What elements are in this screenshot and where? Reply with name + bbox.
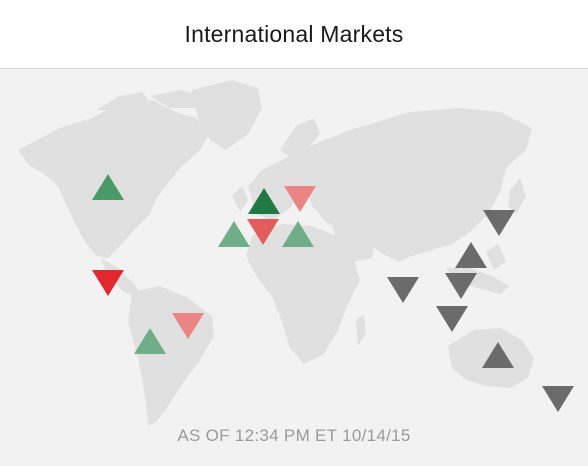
- market-marker-brazil[interactable]: [172, 313, 204, 339]
- market-marker-germany[interactable]: [248, 188, 280, 214]
- market-marker-new-zealand[interactable]: [542, 386, 574, 412]
- market-marker-china[interactable]: [455, 242, 487, 268]
- market-marker-uk[interactable]: [218, 221, 250, 247]
- world-map: [0, 70, 588, 466]
- market-markers: [92, 174, 574, 412]
- market-marker-mexico[interactable]: [92, 270, 124, 296]
- market-marker-north-america[interactable]: [92, 174, 124, 200]
- header-bar: International Markets: [0, 0, 588, 69]
- market-marker-south-america[interactable]: [134, 328, 166, 354]
- market-marker-india[interactable]: [387, 277, 419, 303]
- market-marker-hong-kong[interactable]: [445, 273, 477, 299]
- continents: [18, 80, 566, 426]
- market-marker-france[interactable]: [247, 219, 279, 245]
- world-map-svg: [18, 80, 574, 426]
- market-marker-italy[interactable]: [282, 221, 314, 247]
- market-marker-scandinavia[interactable]: [284, 186, 316, 212]
- page-title: International Markets: [184, 20, 404, 47]
- market-marker-japan[interactable]: [483, 210, 515, 236]
- market-marker-australia[interactable]: [482, 342, 514, 368]
- timestamp: AS OF 12:34 PM ET 10/14/15: [177, 426, 411, 445]
- market-marker-singapore[interactable]: [436, 306, 468, 332]
